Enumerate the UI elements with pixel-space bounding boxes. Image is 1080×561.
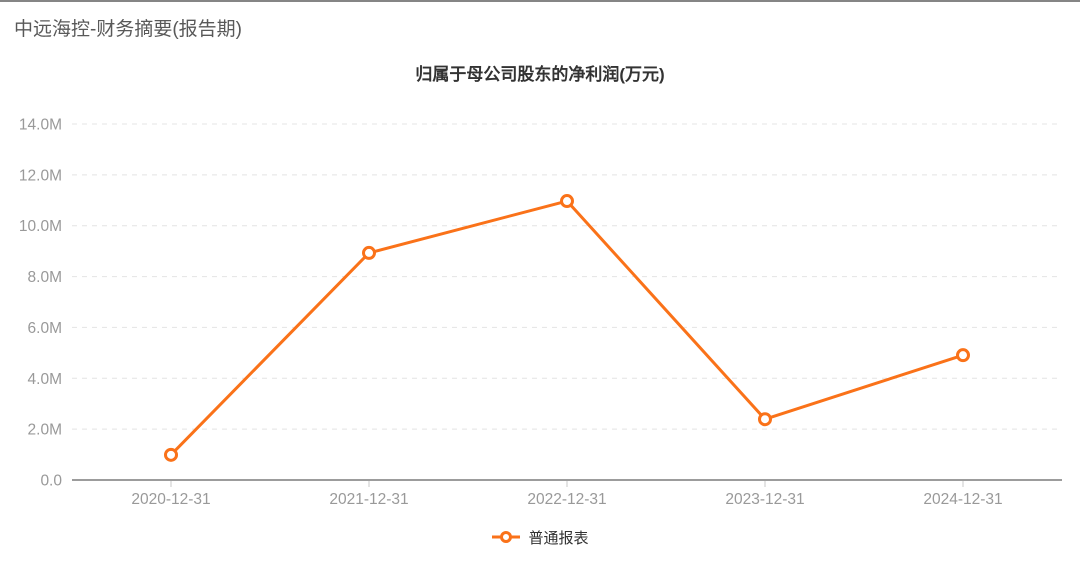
x-axis-tick-label: 2022-12-31 (527, 491, 606, 508)
legend-line-circle-icon (492, 531, 521, 543)
legend-item-series[interactable]: 普通报表 (0, 525, 1080, 549)
y-axis-tick-label: 6.0M (28, 320, 62, 337)
data-point-marker[interactable] (560, 194, 574, 209)
series-line (169, 199, 965, 457)
x-axis-tick-label: 2023-12-31 (725, 491, 804, 508)
data-point-marker[interactable] (956, 348, 970, 363)
y-axis-tick-label: 2.0M (28, 422, 62, 439)
data-point-marker[interactable] (164, 447, 178, 462)
chart-title: 归属于母公司股东的净利润(万元) (415, 65, 665, 84)
data-point-marker[interactable] (758, 412, 772, 427)
x-axis-tick-label: 2020-12-31 (131, 491, 210, 508)
plot-svg: 0.0 2.0M 4.0M 6.0M 8.0M 10.0M 12.0M 14.0M 2020-1… (19, 117, 1062, 508)
data-point-marker[interactable] (362, 245, 376, 260)
y-axis-tick-label: 14.0M (19, 117, 62, 134)
page-title: 中远海控-财务摘要(报告期) (14, 19, 242, 40)
y-axis-tick-label: 12.0M (19, 167, 62, 184)
y-axis-tick-label: 10.0M (19, 218, 62, 235)
y-axis-tick-label: 0.0 (40, 473, 62, 490)
window-top-border (0, 0, 1080, 2)
y-axis-tick-label: 8.0M (28, 269, 62, 286)
x-axis-tick-label: 2021-12-31 (329, 491, 408, 508)
y-axis-tick-label: 4.0M (28, 371, 62, 388)
legend-label: 普通报表 (528, 529, 589, 547)
x-axis-tick-label: 2024-12-31 (923, 491, 1002, 508)
